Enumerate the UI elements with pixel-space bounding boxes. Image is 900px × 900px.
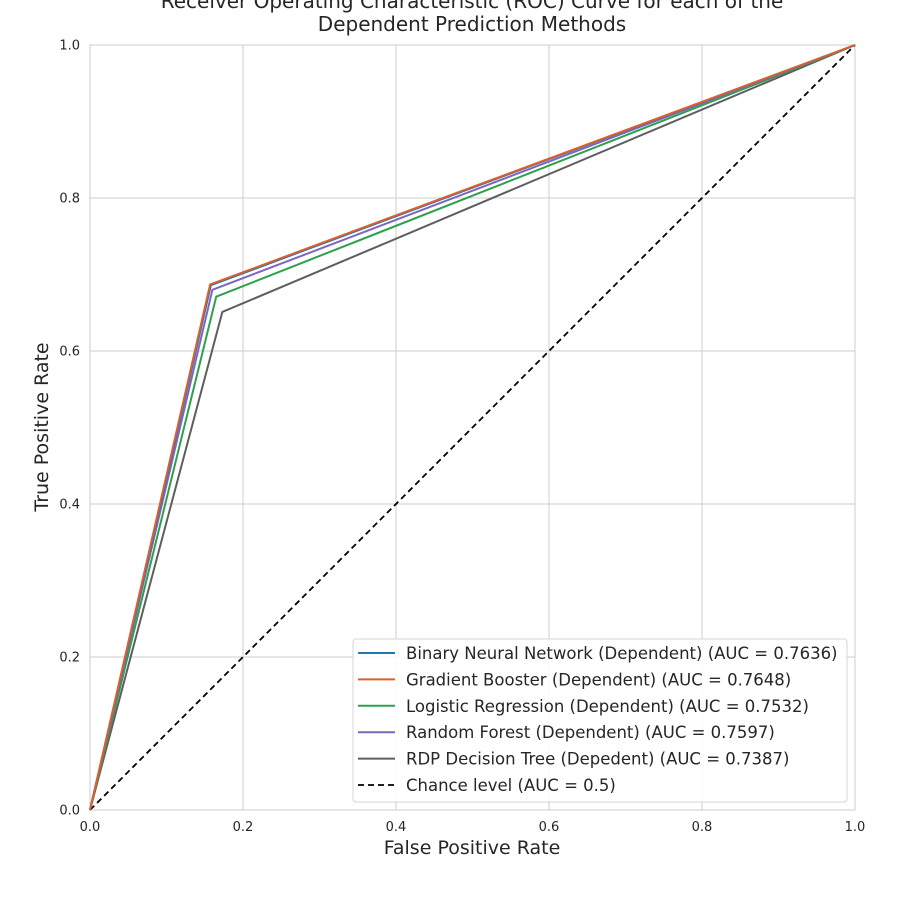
y-tick-label: 0.8 bbox=[59, 192, 80, 207]
y-axis-label: True Positive Rate bbox=[31, 342, 53, 512]
roc-line-1 bbox=[89, 44, 856, 811]
legend-label: RDP Decision Tree (Depedent) (AUC = 0.73… bbox=[406, 750, 789, 769]
y-tick-label: 1.0 bbox=[59, 39, 80, 54]
x-tick-label: 0.2 bbox=[233, 820, 254, 835]
legend-label: Binary Neural Network (Dependent) (AUC =… bbox=[406, 644, 838, 663]
legend-label: Gradient Booster (Dependent) (AUC = 0.76… bbox=[406, 670, 791, 689]
legend-label: Logistic Regression (Dependent) (AUC = 0… bbox=[406, 697, 809, 716]
roc-line-4 bbox=[89, 44, 856, 811]
roc-lines bbox=[89, 44, 856, 811]
x-tick-label: 0.6 bbox=[539, 820, 560, 835]
x-axis-label: False Positive Rate bbox=[384, 837, 561, 859]
axis-ticks: 0.0 0.2 0.4 0.6 0.8 1.0 0.0 0.2 0.4 0.6 0.8 1.0 bbox=[59, 39, 865, 836]
chart-title-line-2: Dependent Prediction Methods bbox=[318, 12, 626, 36]
y-tick-label: 0.2 bbox=[59, 651, 80, 666]
plot-area bbox=[89, 44, 856, 811]
legend-box bbox=[352, 638, 848, 803]
x-tick-label: 0.0 bbox=[80, 820, 101, 835]
x-tick-label: 1.0 bbox=[845, 820, 866, 835]
x-tick-label: 0.8 bbox=[692, 820, 713, 835]
legend-label: Random Forest (Dependent) (AUC = 0.7597) bbox=[406, 723, 775, 742]
y-tick-label: 0.0 bbox=[59, 804, 80, 819]
y-tick-label: 0.6 bbox=[59, 345, 80, 360]
roc-line-2 bbox=[89, 44, 856, 811]
chart-title: Receiver Operating Characteristic (ROC) … bbox=[161, 0, 784, 36]
legend-label: Chance level (AUC = 0.5) bbox=[406, 776, 616, 795]
chart-title-line-1: Receiver Operating Characteristic (ROC) … bbox=[161, 0, 784, 13]
roc-line-5 bbox=[89, 44, 856, 811]
y-tick-label: 0.4 bbox=[59, 498, 80, 513]
legend: Binary Neural Network (Dependent) (AUC =… bbox=[352, 638, 848, 803]
x-tick-label: 0.4 bbox=[386, 820, 407, 835]
